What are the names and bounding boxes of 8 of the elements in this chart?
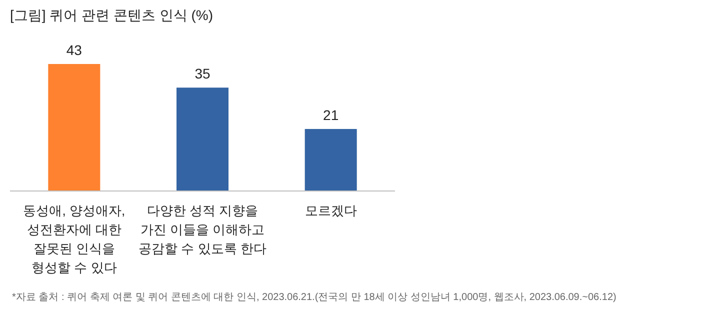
x-tick-label: 모르겠다 xyxy=(304,203,357,218)
data-label: 43 xyxy=(66,42,82,58)
x-tick-label: 동성애, 양성애자, 성전환자에 대한 잘못된 인식을 형성할 수 있다 xyxy=(23,203,126,275)
text: *자료 출처 : 퀴어 축제 여론 및 퀴어 콘텐츠에 대한 인식, 2023.06.21.(전국의 만 18세 이상 성인남녀 1,000명, 웹조사, 2023.06.09.~06.12) xyxy=(12,292,616,303)
data-label: 35 xyxy=(194,66,210,82)
data-label: 21 xyxy=(323,106,339,123)
x-tick-label: 다양한 성적 지향을 가진 이들을 이해하고 공감할 수 있도록 한다 xyxy=(138,203,266,256)
chart-title: [그림] 퀴어 관련 콘텐츠 인식 (%) xyxy=(10,7,213,23)
